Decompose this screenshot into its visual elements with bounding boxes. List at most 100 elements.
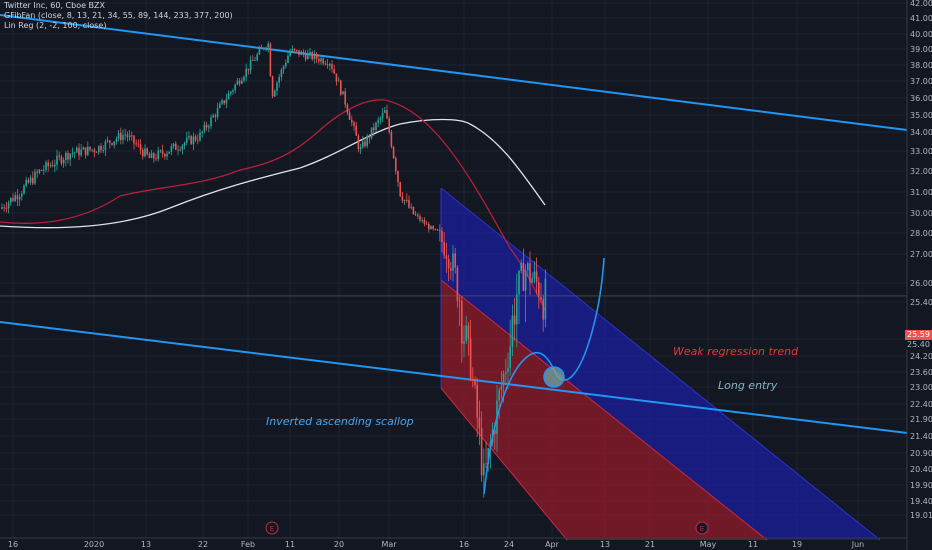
candle-body <box>181 145 184 150</box>
candle-body <box>364 141 366 147</box>
candle-body <box>166 153 168 157</box>
candle-body <box>344 91 346 105</box>
candle-body <box>199 132 201 141</box>
candle-body <box>353 122 355 126</box>
fib-fan-lines <box>0 99 546 311</box>
candle-body <box>254 60 256 61</box>
price-tick-label: 33.00 <box>910 147 932 156</box>
regression-channel-bottom-edge <box>440 387 568 541</box>
price-tick-label: 36.00 <box>910 94 932 103</box>
candle-body <box>197 140 199 141</box>
time-tick-label: 20 <box>334 540 344 549</box>
candle-body <box>227 93 230 100</box>
candle-body <box>252 59 254 61</box>
candle-body <box>219 103 221 108</box>
time-axis: 16 2020 13 22 Feb 11 20 Mar 16 24 Apr 13 21 May 11 19 Ju… <box>0 537 907 549</box>
price-tick-label: 25.40 <box>910 298 932 307</box>
candle-body <box>498 390 500 401</box>
price-tick-label: 39.00 <box>910 45 932 54</box>
time-tick-label: 21 <box>645 540 655 549</box>
candle-body <box>71 153 74 154</box>
earnings-marker-2[interactable] <box>695 521 709 535</box>
candle-body <box>27 179 30 183</box>
candle-body <box>326 64 329 66</box>
candle-body <box>271 76 274 97</box>
price-tick-label: 21.90 <box>910 415 932 424</box>
candle-body <box>533 271 536 279</box>
candle-body <box>399 182 401 197</box>
candle-body <box>216 107 219 117</box>
time-tick-label: 2020 <box>84 540 104 549</box>
candle-body <box>524 270 527 291</box>
candle-body <box>417 215 419 217</box>
candle-body <box>260 48 263 49</box>
candle-body <box>133 135 135 144</box>
candle-body <box>287 55 289 63</box>
candle-body <box>355 125 357 136</box>
upper-trendline[interactable] <box>0 14 908 131</box>
candle-body <box>91 149 93 151</box>
candle-body <box>483 463 485 476</box>
candle-body <box>139 144 142 150</box>
candle-body <box>379 117 382 120</box>
candle-body <box>14 195 16 201</box>
price-tick-label: 28.00 <box>910 229 932 238</box>
price-axis: 42.00 41.00 40.00 39.00 38.00 37.00 36.00 35.00… <box>906 0 932 550</box>
earnings-marker-1-label: E <box>270 525 274 533</box>
candle-body <box>43 169 45 171</box>
candle-body <box>78 147 80 156</box>
candle-body <box>102 150 104 151</box>
event-markers: E E <box>265 521 709 535</box>
legend-indicator-linreg[interactable]: Lin Reg (2, -2, 100, close) <box>4 21 107 30</box>
candle-body <box>518 270 520 295</box>
lower-trendline[interactable] <box>0 321 908 434</box>
candle-body <box>414 214 417 216</box>
candle-body <box>395 157 397 172</box>
candle-body <box>465 325 467 342</box>
candle-body <box>36 171 38 173</box>
earnings-marker-1[interactable] <box>265 521 279 535</box>
candle-body <box>522 263 525 291</box>
price-tick-label: 31.00 <box>910 188 932 197</box>
candle-body <box>423 220 426 224</box>
candle-body <box>234 84 236 91</box>
candle-body <box>368 135 371 138</box>
legend-symbol[interactable]: Twitter Inc, 60, Cboe BZX <box>4 1 106 10</box>
candle-body <box>419 216 421 221</box>
candle-body <box>106 140 109 142</box>
candle-body <box>192 136 195 145</box>
candle-body <box>225 99 228 104</box>
candle-body <box>439 230 441 232</box>
candle-body <box>38 169 41 173</box>
candle-body <box>115 138 118 142</box>
candle-body <box>109 140 111 144</box>
candle-body <box>236 80 239 85</box>
legend-indicator-gfibfan[interactable]: GFibFan (close, 8, 13, 21, 34, 55, 89, 1… <box>4 11 233 20</box>
candle-body <box>82 147 85 150</box>
candle-body <box>1 207 3 209</box>
price-tick-label: 42.00 <box>910 0 932 8</box>
candle-body <box>49 165 52 167</box>
time-tick-label: 24 <box>504 540 514 549</box>
price-tick-label: 37.00 <box>910 77 932 86</box>
candle-body <box>267 43 269 48</box>
candle-body <box>69 153 71 160</box>
candle-body <box>16 195 19 200</box>
regression-channel-top-edge <box>440 187 881 541</box>
candle-body <box>311 52 313 60</box>
candle-body <box>269 43 272 77</box>
candle-body <box>375 122 377 131</box>
fib-fan-white-curve <box>0 118 546 229</box>
candle-body <box>183 142 186 146</box>
candle-body <box>111 143 113 145</box>
candle-body <box>335 73 338 82</box>
long-entry-marker[interactable] <box>543 366 565 388</box>
candle-body <box>513 315 516 325</box>
candle-body <box>161 150 164 154</box>
candle-body <box>538 282 540 297</box>
time-tick-label: 11 <box>285 540 295 549</box>
candle-body <box>357 135 360 150</box>
candle-body <box>529 263 531 283</box>
